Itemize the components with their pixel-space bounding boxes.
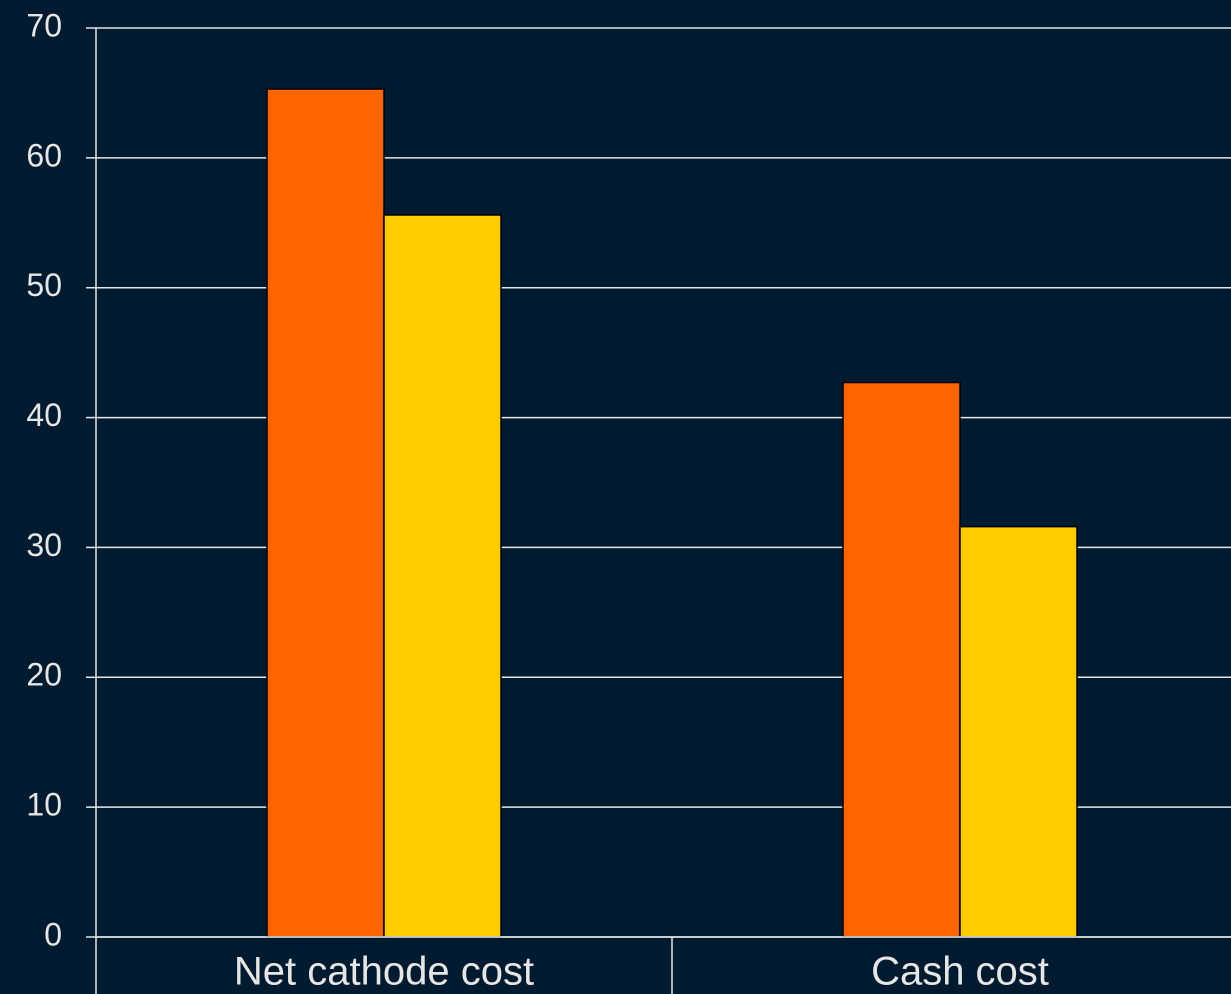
bar [959,525,1078,938]
bar [266,88,385,938]
x-tick-label: Net cathode cost [234,950,534,994]
y-tick-label: 30 [26,527,62,563]
bar [842,381,961,938]
y-tick-label: 10 [26,787,62,823]
y-tick-label: 50 [26,267,62,303]
y-tick-label: 0 [44,916,62,952]
y-tick-label: 20 [26,657,62,693]
y-tick-label: 40 [26,397,62,433]
y-tick-label: 60 [26,137,62,173]
x-tick-label: Cash cost [871,950,1049,994]
y-tick-label: 70 [26,7,62,43]
bar [383,214,502,938]
